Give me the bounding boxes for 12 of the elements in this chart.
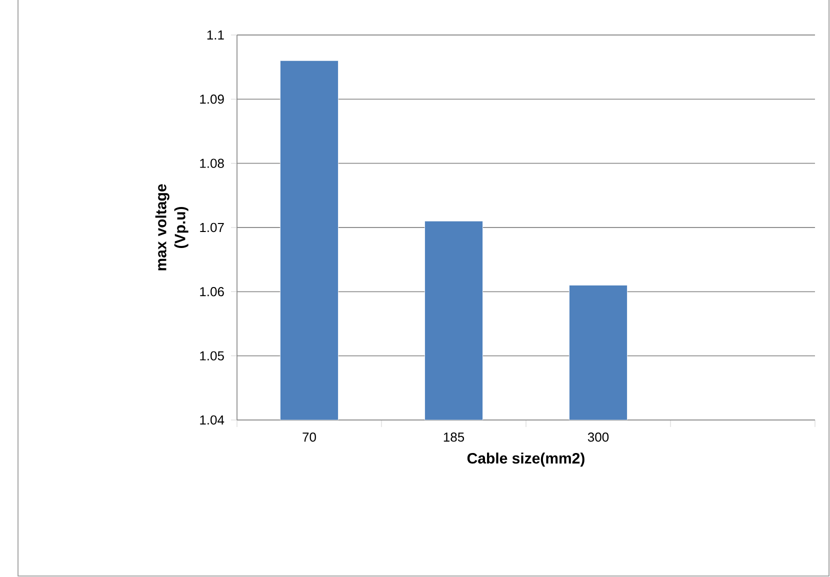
y-tick-label: 1.04 xyxy=(200,415,224,425)
x-axis-title: Cable size(mm2) xyxy=(467,452,584,467)
y-tick-label: 1.06 xyxy=(200,287,224,296)
y-tick-label: 1.07 xyxy=(200,222,224,232)
y-tick-label: 1.1 xyxy=(207,30,224,40)
x-tick-label: 185 xyxy=(444,432,464,442)
x-tick-label: 300 xyxy=(588,432,609,442)
y-tick-label: 1.08 xyxy=(200,158,224,168)
x-tick-label: 70 xyxy=(302,432,316,442)
y-tick-label: 1.09 xyxy=(200,94,224,104)
y-tick-label: 1.05 xyxy=(200,351,224,360)
y-axis-title: max voltage (Vp.u) xyxy=(155,184,188,270)
